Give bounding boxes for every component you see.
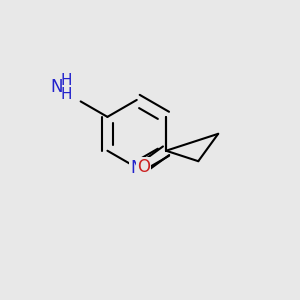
Text: N: N	[50, 78, 63, 96]
Text: N: N	[130, 159, 143, 177]
Text: H: H	[60, 87, 72, 102]
Text: O: O	[137, 158, 150, 176]
Text: H: H	[60, 73, 72, 88]
